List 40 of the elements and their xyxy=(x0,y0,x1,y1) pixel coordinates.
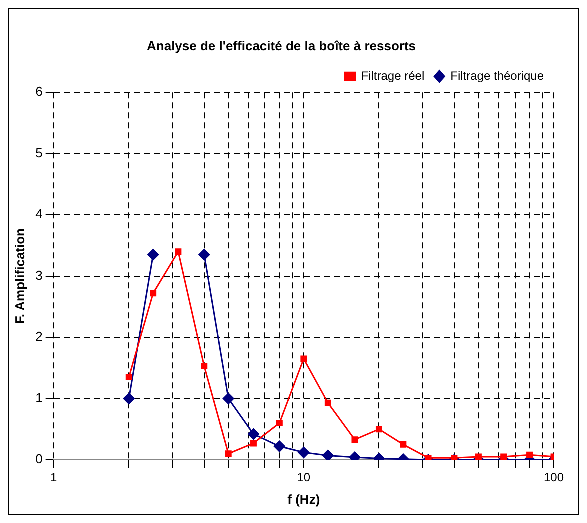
y-tick-label: 4 xyxy=(36,206,43,222)
point xyxy=(425,454,432,460)
y-tick-label: 5 xyxy=(36,145,43,160)
point xyxy=(322,450,334,460)
x-axis-title: f (Hz) xyxy=(288,492,320,507)
point xyxy=(126,374,132,381)
point xyxy=(400,441,407,448)
point xyxy=(225,450,232,458)
x-tick-label: 1 xyxy=(50,470,58,485)
y-axis-title: F. Amplification xyxy=(12,228,28,324)
point xyxy=(324,400,332,406)
point xyxy=(276,420,283,426)
point xyxy=(150,290,157,297)
x-tick-label: 100 xyxy=(544,470,564,485)
point xyxy=(526,452,533,458)
y-tick-label: 2 xyxy=(36,329,43,344)
point xyxy=(248,428,260,440)
y-tick-label: 3 xyxy=(36,268,43,283)
point xyxy=(123,393,135,405)
point xyxy=(148,249,160,261)
point xyxy=(201,363,208,370)
point xyxy=(298,446,310,458)
y-tick-label: 1 xyxy=(36,390,43,406)
y-tick-label: 0 xyxy=(36,452,43,467)
point xyxy=(300,356,308,362)
x-tick-label: 10 xyxy=(297,470,311,485)
point xyxy=(198,249,210,261)
point xyxy=(500,454,508,460)
point xyxy=(250,440,257,447)
y-tick-label: 6 xyxy=(36,84,43,100)
point xyxy=(274,440,286,452)
chart-title: Analyse de l'efficacité de la boîte à ressorts xyxy=(147,38,416,54)
point xyxy=(222,393,234,405)
point xyxy=(475,454,482,460)
point xyxy=(352,436,358,444)
point xyxy=(376,426,382,433)
legend-label: Filtrage réel xyxy=(361,68,425,83)
point xyxy=(175,248,182,256)
point xyxy=(451,454,458,460)
legend-label: Filtrage théorique xyxy=(450,68,544,83)
